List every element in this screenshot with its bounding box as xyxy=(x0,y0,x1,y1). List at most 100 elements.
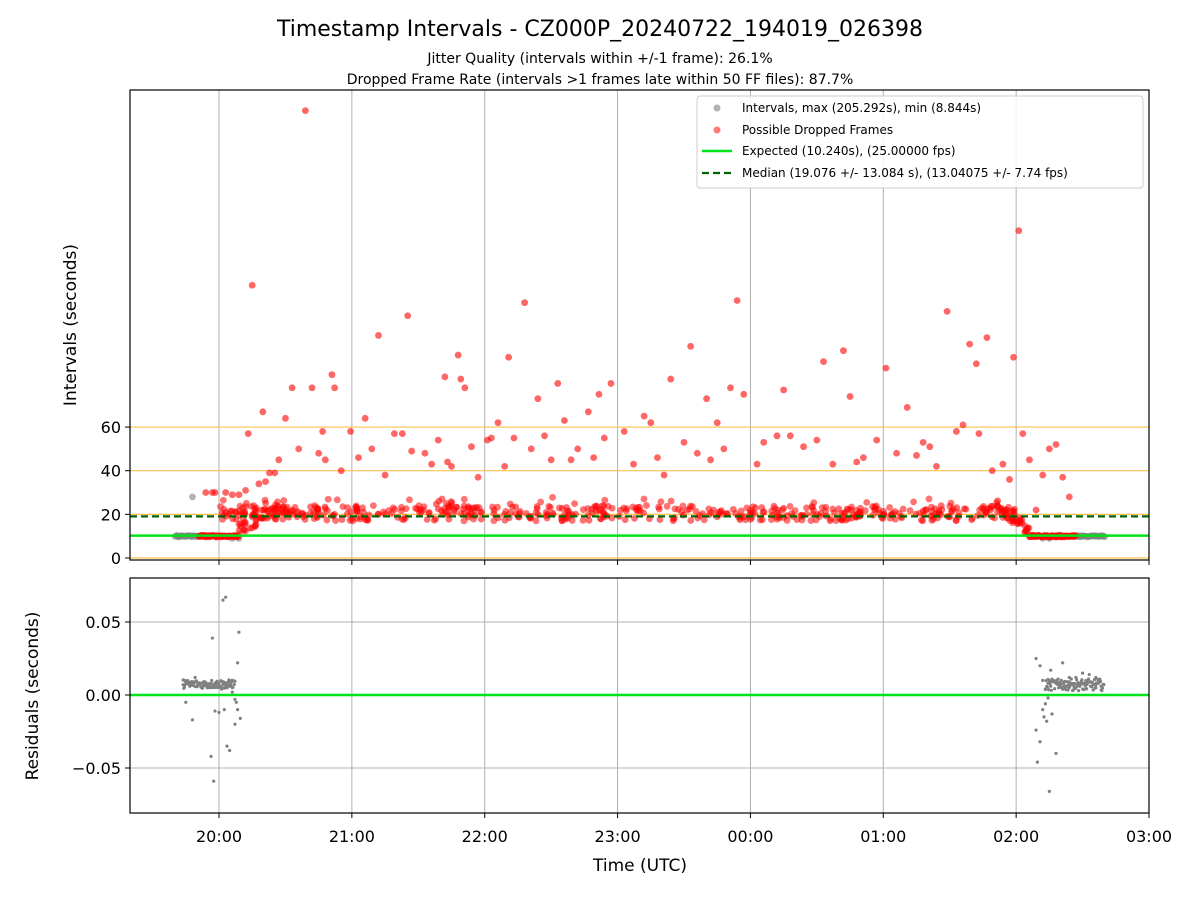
dropped-frame-point xyxy=(507,509,514,516)
dropped-frame-point xyxy=(919,438,927,446)
dropped-frame-point xyxy=(288,384,296,392)
dropped-frame-point xyxy=(469,504,477,512)
residual-point xyxy=(185,681,189,685)
residual-point xyxy=(225,686,229,690)
intervals-y-tick-label: 0 xyxy=(111,549,121,568)
dropped-frame-point xyxy=(357,513,365,520)
dropped-frame-point xyxy=(1006,476,1013,483)
dropped-frame-point xyxy=(837,516,845,524)
dropped-frame-point xyxy=(368,445,376,453)
dropped-frame-point xyxy=(740,390,748,398)
dropped-frame-point xyxy=(1019,430,1027,438)
residual-point xyxy=(201,684,205,688)
intervals-plot-frame xyxy=(129,89,1150,561)
dropped-frame-point xyxy=(487,434,495,442)
residual-point xyxy=(1076,689,1081,693)
dropped-frame-point xyxy=(1015,227,1023,235)
dropped-frame-point xyxy=(620,428,628,435)
x-tick-label: 23:00 xyxy=(595,827,641,846)
dropped-frame-point xyxy=(743,504,751,512)
dropped-frame-point xyxy=(760,508,768,516)
dropped-frame-point xyxy=(733,297,741,304)
intervals-y-tick-label: 40 xyxy=(101,462,121,481)
dropped-frame-point xyxy=(873,436,881,444)
dropped-frame-point xyxy=(460,495,468,503)
residual-point xyxy=(1038,664,1042,668)
legend-label-intervals: Intervals, max (205.292s), min (8.844s) xyxy=(742,101,981,115)
dropped-frame-point xyxy=(640,495,648,503)
dropped-frame-point xyxy=(972,360,980,368)
dropped-frame-point xyxy=(988,467,996,475)
dropped-frame-point xyxy=(404,312,412,320)
dropped-frame-point xyxy=(274,498,281,506)
dropped-frame-point xyxy=(333,496,341,504)
dropped-frame-point xyxy=(260,506,268,514)
dropped-frame-point xyxy=(595,390,603,398)
intervals-expected-median-lines xyxy=(130,515,1149,537)
dropped-frame-point xyxy=(549,509,556,517)
residual-point xyxy=(228,684,232,688)
residual-point xyxy=(228,748,232,753)
dropped-frame-point xyxy=(235,491,243,499)
residual-point xyxy=(1087,672,1091,677)
dropped-frame-point xyxy=(773,432,781,440)
dropped-frame-point xyxy=(220,505,228,513)
dropped-frame-point xyxy=(554,380,562,387)
residual-point xyxy=(238,716,242,720)
residual-point xyxy=(1067,680,1071,684)
dropped-frame-point xyxy=(585,517,593,524)
residual-point xyxy=(1049,668,1053,672)
dropped-frame-point xyxy=(703,395,710,403)
dropped-frame-point xyxy=(505,353,513,361)
residual-point xyxy=(1066,688,1070,692)
residual-point xyxy=(217,681,221,685)
dropped-frame-point xyxy=(893,449,900,457)
dropped-frame-point xyxy=(428,460,435,468)
dropped-frame-point xyxy=(332,517,339,525)
dropped-frame-point xyxy=(275,456,283,464)
dropped-frame-point xyxy=(882,364,890,372)
residual-point xyxy=(1061,687,1065,691)
residual-point xyxy=(1049,688,1053,692)
residuals-panel: 0.05 0.00 −0.05 20:00 21:00 22:00 23:00 00:00 0… xyxy=(23,577,1172,876)
dropped-frame-point xyxy=(584,408,592,416)
residual-point xyxy=(1054,751,1058,756)
legend-marker-intervals xyxy=(713,104,721,112)
residual-point xyxy=(1049,684,1053,688)
residual-point xyxy=(1070,681,1074,685)
dropped-frame-point xyxy=(252,504,260,512)
legend-label-expected: Expected (10.240s), (25.00000 fps) xyxy=(742,144,956,158)
dropped-frame-point xyxy=(408,447,416,455)
dropped-frame-point xyxy=(542,508,550,516)
residual-point xyxy=(1045,685,1049,689)
dropped-frame-point xyxy=(835,505,843,513)
dropped-frame-point xyxy=(656,516,664,524)
residual-point xyxy=(182,685,187,689)
dropped-frame-point xyxy=(1039,471,1047,479)
residuals-x-ticks: 20:00 21:00 22:00 23:00 00:00 01:00 02:00 03:00 xyxy=(196,813,1172,846)
dropped-frame-point xyxy=(328,371,336,379)
dropped-frame-point xyxy=(983,334,991,341)
dropped-frame-point xyxy=(840,347,847,355)
dropped-frame-point xyxy=(331,384,338,392)
dropped-frame-point xyxy=(829,505,837,513)
residual-point xyxy=(1086,678,1090,683)
residual-point xyxy=(1091,683,1095,687)
dropped-frame-point xyxy=(727,384,734,392)
dropped-frame-point xyxy=(674,506,682,513)
dropped-frame-point xyxy=(549,493,556,501)
residual-point xyxy=(224,595,228,599)
intervals-y-axis-label: Intervals (seconds) xyxy=(61,244,81,406)
residual-point xyxy=(236,708,240,712)
residual-point xyxy=(233,722,237,726)
residual-point xyxy=(215,679,219,683)
dropped-frame-point xyxy=(423,516,431,523)
dropped-frame-point xyxy=(398,503,405,511)
residual-point xyxy=(1075,683,1079,687)
dropped-frame-point xyxy=(321,456,329,464)
dropped-frame-point xyxy=(255,480,263,488)
dropped-frame-point xyxy=(452,503,460,511)
intervals-y-tick-label: 20 xyxy=(101,505,121,524)
dropped-frame-point xyxy=(588,509,596,517)
residual-point xyxy=(1051,678,1055,683)
